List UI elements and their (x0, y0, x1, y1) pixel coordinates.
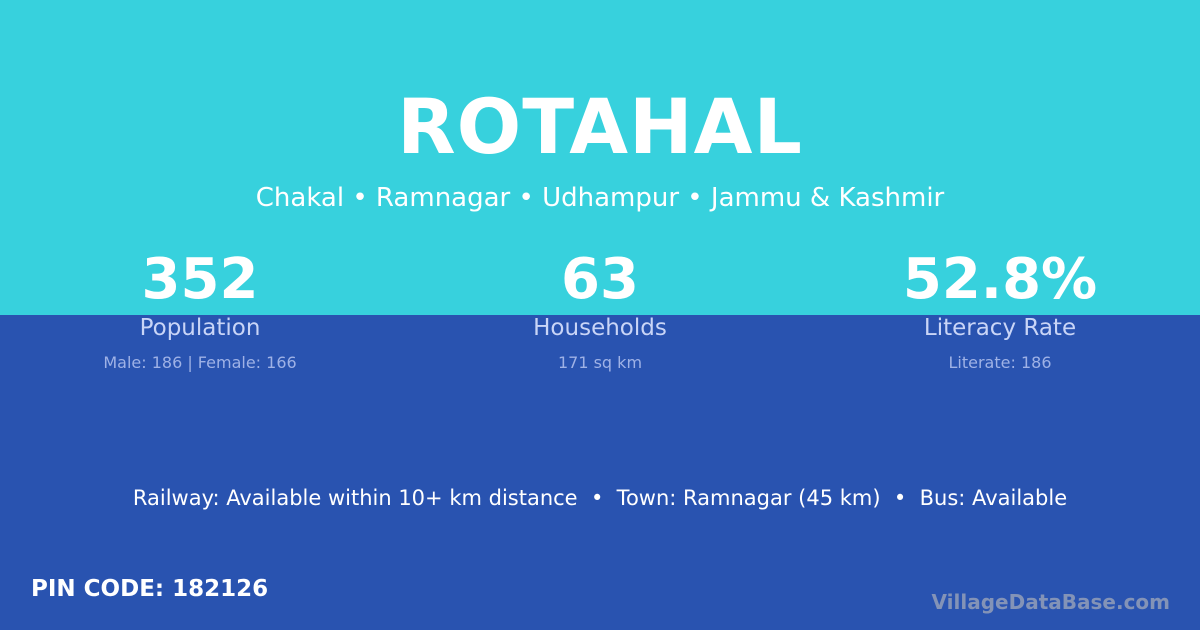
brand-watermark: VillageDataBase.com (931, 590, 1170, 614)
stat-detail: 171 sq km (557, 353, 643, 372)
stat-label: Households (533, 315, 667, 341)
stat-detail: Literate: 186 (948, 353, 1052, 372)
stat-value: 352 (141, 247, 259, 312)
stat-value: 63 (561, 247, 639, 312)
stat-value: 52.8% (902, 247, 1098, 312)
stat-label: Literacy Rate (923, 315, 1077, 341)
stat-households: 63 Households 171 sq km (400, 247, 800, 373)
village-name: ROTAHAL (397, 82, 803, 171)
body-band (0, 315, 1200, 630)
stat-label: Population (139, 315, 261, 341)
stat-population: 352 Population Male: 186 | Female: 166 (0, 247, 400, 373)
location-breadcrumb: Chakal • Ramnagar • Udhampur • Jammu & K… (255, 183, 945, 213)
stat-literacy: 52.8% Literacy Rate Literate: 186 (800, 247, 1200, 373)
header-band (0, 0, 1200, 315)
stat-detail: Male: 186 | Female: 166 (103, 353, 297, 372)
pin-code: PIN CODE: 182126 (31, 576, 269, 602)
connectivity-facts: Railway: Available within 10+ km distanc… (132, 486, 1068, 510)
